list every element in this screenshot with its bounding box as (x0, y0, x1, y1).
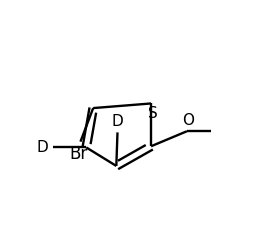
Text: S: S (149, 106, 158, 121)
Text: Br: Br (69, 145, 87, 163)
Text: O: O (182, 113, 194, 128)
Text: D: D (112, 114, 123, 129)
Text: D: D (36, 140, 48, 155)
